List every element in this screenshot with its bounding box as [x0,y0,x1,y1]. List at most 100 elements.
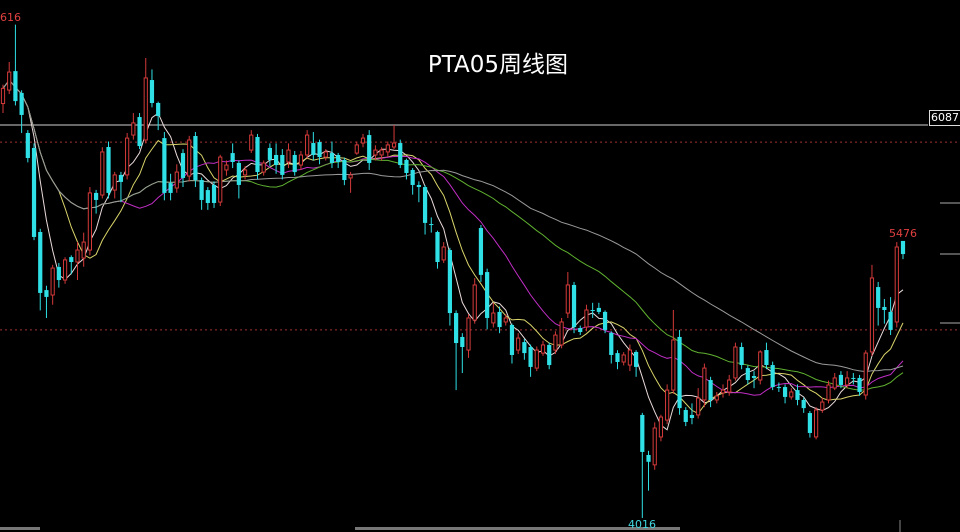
candle-body-up [720,389,726,394]
candle-body-down [745,368,750,381]
candle-body-down [329,153,335,163]
candle-body-up [87,192,92,251]
candle-body-up [553,334,558,351]
candle-body-down [137,117,142,147]
candle-body-down [267,147,272,160]
candle-body-up [143,77,148,141]
candle-body-up [863,352,868,396]
candle-body-up [671,339,676,391]
candle-body-down [646,454,651,462]
candle-body-up [832,377,837,389]
candle-body-up [125,137,130,176]
candle-body-down [782,387,788,397]
candle-body-down [19,92,24,115]
candle-body-down [230,153,235,163]
candle-body-down [118,174,124,182]
candle-body-up [714,395,719,401]
candle-body-down [38,232,43,293]
candle-body-down [876,287,881,308]
candle-body-up [131,122,136,136]
candle-body-down [602,311,608,330]
recent-high-label: 5476 [889,227,917,240]
candle-body-down [317,142,322,158]
candle-body-down [398,143,403,166]
candle-body-down [416,184,421,188]
candle-body-down [149,80,155,103]
candle-body-down [180,153,186,178]
candle-body-down [292,154,297,173]
candle-body-down [478,228,484,275]
candle-body-up [727,379,732,393]
candle-body-down [56,266,61,281]
candle-body-up [62,259,68,281]
candle-body-up [845,377,850,386]
candle-body-down [509,325,515,355]
candle-body-down [311,143,316,155]
candle-body-up [696,397,701,416]
candle-body-down [882,306,887,311]
candle-body-up [0,87,6,105]
candle-body-down [677,336,682,409]
candle-body-down [94,192,99,200]
candle-body-up [218,156,223,203]
candle-body-down [236,162,241,185]
candle-body-down [708,380,713,400]
candle-body-up [789,391,794,398]
candle-body-up [733,346,738,379]
candle-body-down [13,71,18,102]
candle-body-up [360,137,366,144]
moving-average-line [2,79,904,415]
candle-body-up [379,149,384,156]
candle-body-up [516,337,521,351]
candle-body-down [422,187,428,223]
candle-body-down [404,159,409,174]
candle-body-up [665,389,670,421]
candle-body-down [255,136,260,173]
candle-body-down [578,328,583,333]
candle-body-up [305,134,310,156]
candle-body-down [683,410,688,422]
candle-body-down [795,390,800,400]
candle-body-up [385,144,390,153]
candle-body-up [491,312,496,324]
candle-body-down [770,365,775,388]
candle-body-down [274,154,279,166]
moving-average-line [2,79,904,431]
candle-body-down [776,387,781,389]
candle-body-up [621,354,626,363]
candle-body-down [497,311,502,328]
low-price-label: 4016 [628,518,656,531]
candle-body-up [658,416,664,438]
candle-body-down [336,154,341,163]
candle-body-down [429,224,434,226]
candle-body-down [280,154,285,175]
candle-body-up [820,401,825,411]
candle-body-up [81,241,86,259]
candle-body-down [25,132,30,159]
candle-body-up [249,134,254,151]
reference-price-label[interactable]: 6087 [929,110,960,126]
candle-body-down [857,377,862,392]
candle-body-down [900,240,906,255]
candle-body-down [590,310,595,312]
candle-body-down [454,313,459,344]
candle-body-up [472,284,477,321]
candle-body-down [751,376,757,378]
moving-average-line [2,79,904,373]
candle-body-up [187,139,192,177]
candle-body-up [174,171,179,189]
candle-body-up [261,162,266,173]
candle-body-up [112,174,117,191]
candle-body-up [391,142,397,148]
candle-body-up [348,174,353,179]
high-price-label: 6616 [0,11,21,24]
candle-body-down [838,374,844,385]
candle-body-up [298,154,304,166]
candle-body-down [764,350,769,366]
candle-body-up [503,317,508,323]
candle-body-up [75,249,80,263]
candle-body-up [441,246,446,261]
scrollbar-segment [0,527,40,530]
candle-body-down [31,147,37,237]
